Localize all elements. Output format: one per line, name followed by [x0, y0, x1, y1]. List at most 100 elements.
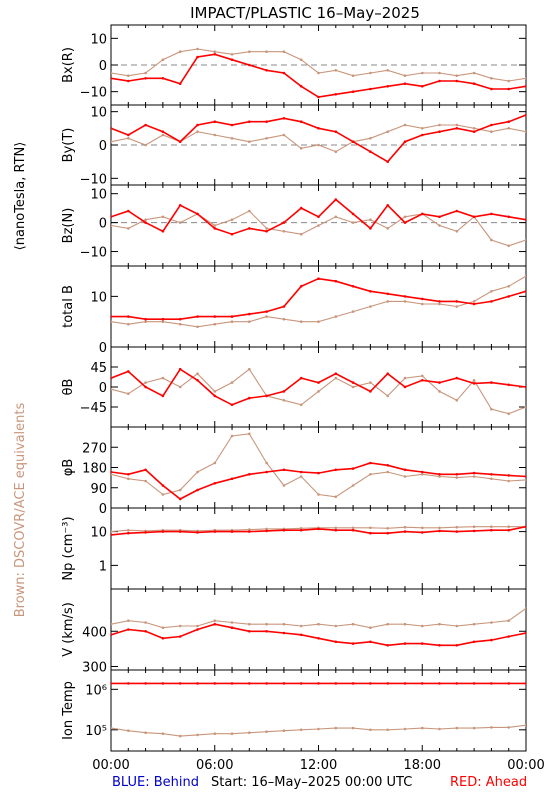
data-point	[248, 140, 251, 143]
data-point	[213, 619, 217, 622]
data-point	[472, 300, 476, 303]
data-point	[351, 642, 355, 645]
data-point	[196, 372, 199, 376]
data-point	[524, 723, 526, 727]
data-point	[213, 482, 217, 485]
data-point	[317, 727, 320, 731]
y-tick-label: 1	[99, 559, 107, 574]
data-point	[438, 529, 441, 533]
data-point	[403, 82, 407, 85]
data-point	[161, 394, 165, 398]
data-point	[248, 731, 251, 734]
data-point	[317, 95, 320, 99]
x-tick-label: 06:00	[196, 758, 233, 773]
data-point	[524, 478, 526, 482]
data-point	[369, 137, 372, 140]
data-point	[265, 315, 268, 318]
data-point	[403, 468, 407, 472]
data-point	[213, 530, 217, 533]
data-point	[386, 372, 390, 376]
data-point	[386, 227, 390, 230]
data-point	[127, 682, 130, 685]
data-point	[524, 85, 526, 88]
data-point	[111, 726, 113, 730]
series-ahead	[111, 682, 526, 685]
data-point	[507, 525, 511, 528]
data-point	[369, 682, 372, 685]
data-point	[403, 682, 407, 685]
start-time-label: Start: 16–May–2025 00:00 UTC	[211, 775, 412, 790]
data-point	[111, 224, 113, 227]
series-line	[111, 277, 526, 321]
data-point	[230, 232, 234, 236]
data-point	[196, 212, 199, 216]
data-point	[334, 150, 338, 153]
data-point	[178, 385, 182, 389]
data-point	[111, 376, 113, 380]
data-point	[438, 300, 441, 303]
data-point	[403, 140, 407, 143]
data-point	[213, 622, 217, 626]
data-point	[127, 477, 130, 481]
data-point	[248, 312, 251, 316]
data-point	[127, 322, 130, 326]
data-point	[299, 528, 303, 532]
data-point	[299, 232, 303, 236]
data-point	[507, 726, 511, 729]
data-point	[144, 123, 147, 127]
panel-by: 10 0 −10 By(T)	[61, 104, 527, 187]
data-point	[317, 215, 320, 219]
data-point	[472, 82, 476, 85]
data-point	[248, 227, 251, 230]
data-point	[161, 77, 165, 80]
data-point	[230, 137, 234, 140]
data-point	[386, 69, 390, 72]
y-tick-label: 0	[99, 341, 107, 356]
data-point	[111, 622, 113, 626]
data-point	[507, 635, 511, 638]
data-point	[282, 117, 286, 120]
data-point	[196, 325, 199, 329]
data-point	[144, 218, 147, 221]
x-tick-labels: 00:00 06:00 12:00 18:00 00:00	[92, 758, 544, 773]
data-point	[127, 227, 130, 230]
data-point	[196, 315, 199, 318]
x-tick-label: 00:00	[507, 758, 544, 773]
data-point	[161, 732, 165, 735]
data-point	[282, 390, 286, 393]
data-point	[248, 682, 251, 685]
data-point	[178, 635, 182, 638]
data-point	[282, 230, 286, 233]
data-point	[490, 290, 493, 293]
data-point	[111, 127, 113, 130]
data-point	[455, 525, 459, 529]
data-point	[111, 140, 113, 143]
data-point	[111, 315, 113, 318]
data-point	[230, 58, 234, 61]
data-point	[524, 238, 526, 242]
data-point	[299, 376, 303, 380]
data-point	[438, 622, 441, 626]
data-point	[127, 137, 130, 140]
data-point	[317, 471, 320, 475]
y-axis-label: Np (cm⁻³)	[61, 516, 76, 580]
series-dscovr	[111, 367, 526, 416]
data-point	[265, 682, 268, 685]
data-point	[438, 71, 441, 75]
data-point	[369, 390, 372, 393]
data-point	[230, 381, 234, 384]
data-point	[421, 127, 424, 130]
data-point	[334, 93, 338, 96]
data-point	[230, 477, 234, 481]
data-point	[351, 310, 355, 313]
data-point	[317, 71, 320, 75]
data-point	[127, 370, 130, 373]
data-point	[472, 382, 476, 385]
data-point	[351, 528, 355, 532]
data-point	[248, 630, 251, 633]
panel-frame	[110, 588, 527, 671]
data-point	[386, 470, 390, 474]
series-line	[111, 724, 526, 737]
data-point	[111, 533, 113, 537]
data-point	[369, 473, 372, 476]
